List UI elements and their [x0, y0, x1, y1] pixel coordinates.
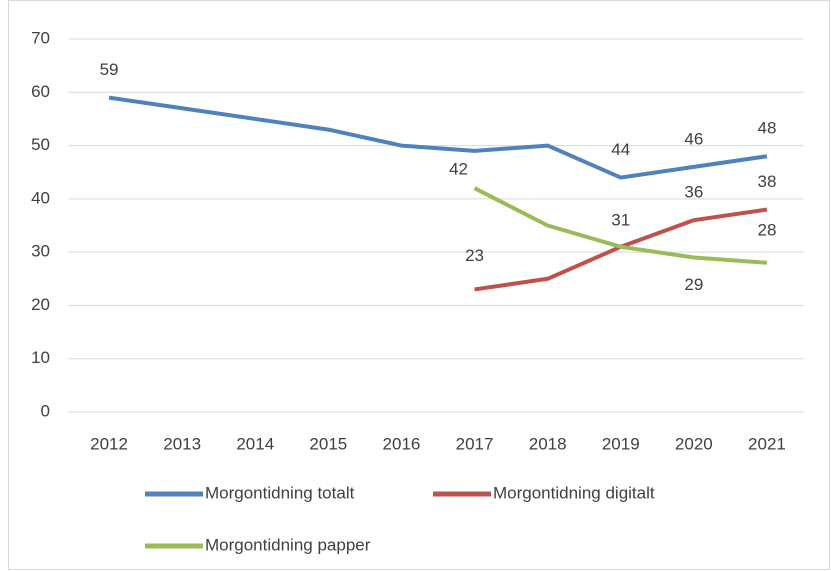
data-label: 59: [100, 60, 119, 79]
data-label: 38: [757, 172, 776, 191]
x-tick-label: 2019: [602, 434, 640, 453]
chart-border: [8, 0, 830, 570]
x-tick-label: 2018: [529, 434, 567, 453]
data-label: 29: [684, 275, 703, 294]
data-label: 46: [684, 129, 703, 148]
x-tick-label: 2015: [309, 434, 347, 453]
data-label: 36: [684, 183, 703, 202]
x-tick-label: 2013: [163, 434, 201, 453]
y-tick-label: 70: [31, 28, 50, 47]
legend-label: Morgontidning digitalt: [493, 483, 655, 502]
legend-label: Morgontidning totalt: [205, 483, 355, 502]
x-tick-label: 2012: [90, 434, 128, 453]
y-tick-label: 20: [31, 295, 50, 314]
series-line: [108, 95, 768, 180]
data-label: 48: [757, 119, 776, 138]
y-tick-label: 40: [31, 188, 50, 207]
data-label: 23: [465, 246, 484, 265]
x-tick-label: 2021: [748, 434, 786, 453]
data-label: 44: [611, 140, 630, 159]
y-tick-label: 30: [31, 242, 50, 261]
data-label: 28: [757, 220, 776, 239]
data-label: 31: [611, 210, 630, 229]
y-tick-label: 50: [31, 135, 50, 154]
y-tick-label: 60: [31, 82, 50, 101]
y-tick-label: 0: [41, 401, 50, 420]
y-tick-label: 10: [31, 348, 50, 367]
x-tick-label: 2017: [456, 434, 494, 453]
legend-label: Morgontidning papper: [205, 535, 371, 554]
x-tick-label: 2014: [236, 434, 274, 453]
x-tick-label: 2020: [675, 434, 713, 453]
data-label: 42: [449, 160, 468, 179]
series-line: [473, 186, 768, 265]
x-tick-label: 2016: [383, 434, 421, 453]
